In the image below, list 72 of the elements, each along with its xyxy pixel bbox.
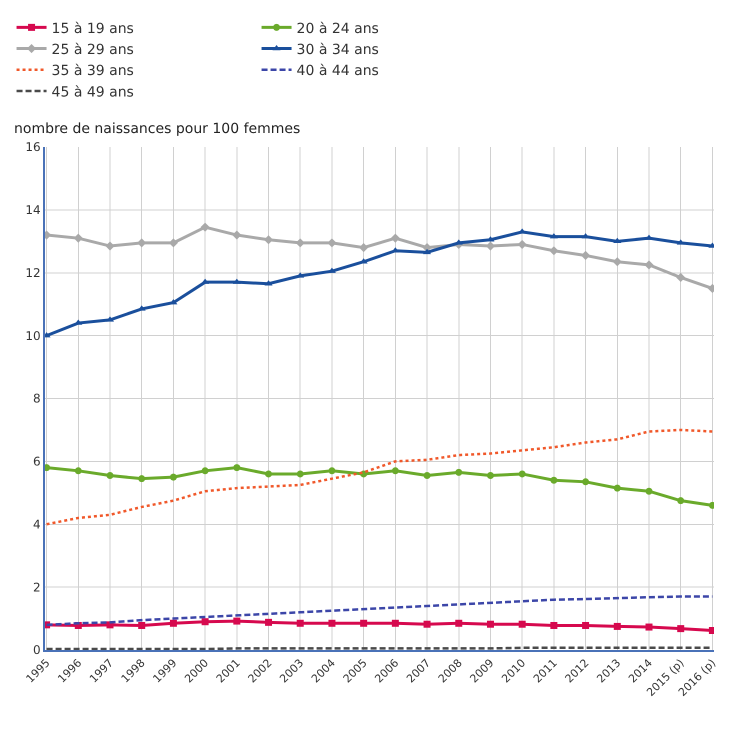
point bbox=[644, 260, 654, 270]
y-tick-label: 8 bbox=[32, 392, 41, 406]
point bbox=[74, 467, 82, 474]
point bbox=[486, 472, 494, 480]
point bbox=[106, 472, 114, 480]
point bbox=[328, 620, 336, 627]
y-tick-label: 2 bbox=[32, 580, 41, 594]
point bbox=[390, 234, 400, 243]
point bbox=[74, 234, 83, 243]
point bbox=[676, 272, 686, 282]
point bbox=[614, 622, 621, 630]
point bbox=[582, 478, 590, 486]
point bbox=[424, 620, 431, 628]
point bbox=[518, 620, 526, 628]
point bbox=[486, 620, 494, 628]
legend-label: 15 à 19 ans bbox=[52, 20, 134, 37]
point bbox=[359, 243, 368, 252]
point bbox=[550, 622, 558, 629]
y-tick-label: 16 bbox=[25, 140, 41, 154]
point bbox=[360, 620, 368, 627]
legend-label: 25 à 29 ans bbox=[52, 42, 134, 58]
point bbox=[202, 467, 209, 474]
y-tick-label: 6 bbox=[32, 454, 41, 469]
line-series bbox=[45, 428, 714, 526]
point bbox=[264, 235, 274, 244]
point bbox=[265, 470, 272, 478]
point bbox=[646, 624, 652, 631]
point bbox=[138, 475, 146, 482]
point bbox=[677, 625, 684, 632]
y-tick-label: 12 bbox=[25, 266, 41, 280]
point bbox=[582, 622, 590, 629]
y-tick-label: 4 bbox=[32, 517, 41, 532]
point bbox=[200, 222, 210, 232]
point bbox=[677, 497, 684, 504]
point bbox=[518, 240, 527, 250]
legend-label: 45 à 49 ans bbox=[52, 84, 134, 100]
legend-label: 40 à 44 ans bbox=[296, 63, 379, 80]
legend-label: 30 à 34 ans bbox=[296, 42, 379, 58]
point bbox=[612, 257, 622, 266]
point bbox=[296, 470, 304, 478]
point bbox=[550, 476, 558, 484]
point bbox=[328, 467, 336, 474]
point bbox=[170, 620, 177, 627]
point bbox=[549, 246, 558, 256]
point bbox=[138, 622, 146, 629]
point bbox=[170, 474, 177, 481]
point bbox=[614, 484, 621, 492]
point bbox=[105, 241, 115, 251]
point bbox=[581, 250, 590, 260]
y-tick-label: 14 bbox=[25, 203, 41, 218]
point bbox=[233, 464, 240, 472]
point bbox=[518, 470, 526, 478]
legend-label: 35 à 39 ans bbox=[52, 63, 134, 80]
legend-label: 20 à 24 ans bbox=[296, 20, 379, 37]
point bbox=[424, 472, 431, 480]
y-tick-label: 0 bbox=[32, 643, 41, 658]
point bbox=[202, 618, 209, 626]
point bbox=[392, 467, 399, 474]
point bbox=[392, 620, 399, 627]
point bbox=[232, 230, 242, 240]
y-tick-label: 10 bbox=[25, 328, 41, 343]
point bbox=[646, 488, 652, 495]
point bbox=[486, 241, 496, 251]
point bbox=[296, 620, 304, 627]
point bbox=[233, 618, 240, 625]
point bbox=[455, 620, 462, 627]
point bbox=[265, 618, 272, 626]
y-axis-title: nombre de naissances pour 100 femmes bbox=[14, 121, 300, 137]
point bbox=[676, 239, 685, 245]
point bbox=[455, 468, 462, 476]
point bbox=[423, 248, 432, 254]
point bbox=[613, 238, 622, 244]
